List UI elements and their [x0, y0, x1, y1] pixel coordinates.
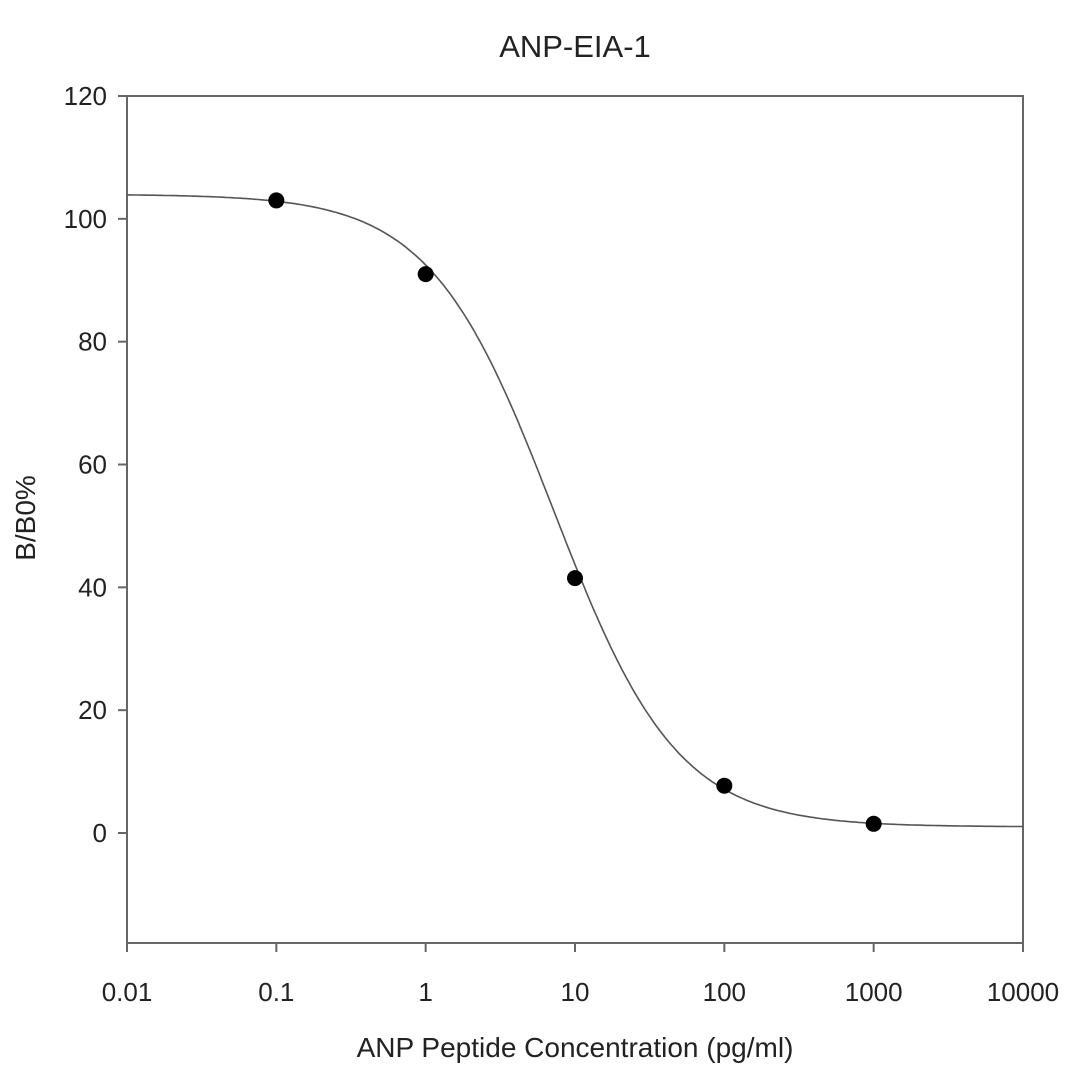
y-axis-label: B/B0%: [10, 475, 41, 561]
data-point: [865, 815, 882, 832]
y-tick-label: 0: [93, 818, 107, 848]
x-tick-label: 1000: [845, 977, 903, 1007]
x-tick-label: 10: [561, 977, 590, 1007]
x-tick-label: 1: [418, 977, 432, 1007]
data-points: [268, 192, 882, 832]
y-tick-label: 80: [78, 327, 107, 357]
x-tick-label: 0.01: [102, 977, 153, 1007]
plot-frame: [126, 95, 1024, 944]
x-tick-label: 0.1: [258, 977, 294, 1007]
x-tick-label: 10000: [987, 977, 1059, 1007]
data-point: [716, 777, 733, 794]
x-tick-label: 100: [703, 977, 746, 1007]
fit-curve: [127, 194, 1023, 828]
x-axis-label: ANP Peptide Concentration (pg/ml): [357, 1032, 794, 1063]
y-tick-label: 120: [64, 81, 107, 111]
data-point: [567, 570, 583, 587]
y-tick-label: 100: [64, 204, 107, 234]
y-tick-label: 40: [78, 572, 107, 602]
data-point: [417, 266, 434, 283]
data-point: [268, 192, 285, 209]
axis-ticks: 0 20 40 60 80 100 120 0.01 0.1 1 10 100 1000 10000: [64, 81, 1060, 1007]
chart-title: ANP-EIA-1: [499, 29, 651, 64]
y-tick-label: 60: [78, 450, 107, 480]
y-tick-label: 20: [78, 695, 107, 725]
